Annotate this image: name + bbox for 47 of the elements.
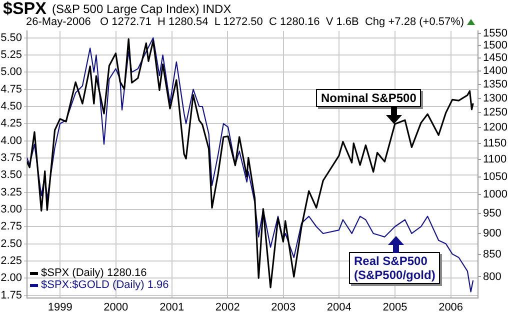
- x-tick-label: 2006: [438, 302, 464, 313]
- y2-tick-label: 1550: [483, 28, 508, 40]
- y-tick-label: 2.00: [0, 272, 22, 284]
- y2-tick-label: 1400: [483, 65, 508, 78]
- y-tick-label: 2.75: [0, 220, 22, 233]
- x-tick-label: 2005: [382, 302, 408, 313]
- y-tick-label: 3.00: [0, 203, 22, 216]
- x-tick-label: 2001: [160, 302, 184, 313]
- x-tick-label: 2002: [215, 302, 240, 313]
- chart-title: $SPX: [3, 0, 46, 18]
- y2-tick-label: 800: [483, 270, 502, 283]
- y-tick-label: 3.25: [0, 186, 22, 198]
- x-tick-label: 2004: [326, 302, 352, 313]
- x-tick-label: 2000: [104, 302, 128, 313]
- y2-tick-label: 1150: [483, 137, 507, 150]
- text: 26-May-2006 O 1272.71 H 1280.54 L 1272.50 C 1280.16 V 1.6B Chg +7.28 (+0.57%): [26, 16, 464, 28]
- y2-tick-label: 1100: [483, 154, 507, 166]
- x-tick-label: 2003: [271, 302, 296, 313]
- y-tick-label: 5.25: [0, 49, 22, 62]
- y-tick-label: 5.00: [0, 66, 22, 78]
- y-tick-label: 3.50: [0, 169, 22, 182]
- y-tick-label: 1.75: [0, 289, 22, 302]
- legend-label: $SPX:$GOLD (Daily) 1.96: [41, 279, 169, 291]
- y2-tick-label: 850: [483, 248, 502, 260]
- y2-tick-label: 1450: [483, 52, 508, 64]
- y-tick-label: 4.00: [0, 134, 22, 147]
- y2-tick-label: 1350: [483, 78, 508, 90]
- y2-tick-label: 900: [483, 227, 502, 240]
- chart-subtitle: (S&P 500 Large Cap Index) INDX: [52, 2, 232, 16]
- y2-tick-label: 1050: [483, 170, 508, 183]
- y-tick-label: 5.50: [0, 32, 22, 44]
- y2-tick-label: 1250: [483, 106, 508, 119]
- annotation: Nominal S&P500: [316, 89, 422, 107]
- legend-label: $SPX (Daily) 1280.16: [41, 267, 147, 279]
- y-tick-label: 3.75: [0, 152, 22, 164]
- y2-tick-label: 1200: [483, 122, 508, 134]
- y2-tick-label: 1500: [483, 40, 508, 52]
- y-tick-label: 4.25: [0, 118, 22, 130]
- x-tick-label: 1999: [48, 302, 72, 313]
- y2-tick-label: 1000: [483, 188, 508, 201]
- y2-tick-label: 950: [483, 208, 502, 220]
- annotation: Real S&P500 (S&P500/gold): [349, 252, 440, 284]
- y-tick-label: 2.50: [0, 238, 22, 250]
- y-tick-label: 4.50: [0, 100, 22, 113]
- y2-tick-label: 1300: [483, 92, 508, 104]
- y-tick-label: 4.75: [0, 83, 22, 96]
- y-tick-label: 2.25: [0, 254, 22, 267]
